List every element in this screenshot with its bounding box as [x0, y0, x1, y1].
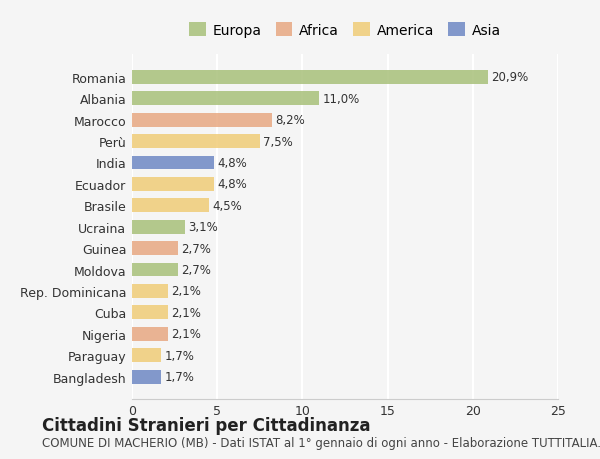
Bar	[132, 135, 260, 149]
Text: Cittadini Stranieri per Cittadinanza: Cittadini Stranieri per Cittadinanza	[42, 416, 371, 434]
Text: 20,9%: 20,9%	[491, 71, 529, 84]
Bar	[132, 348, 161, 362]
Text: 1,7%: 1,7%	[164, 349, 194, 362]
Bar	[132, 241, 178, 256]
Bar	[132, 178, 214, 191]
Text: 8,2%: 8,2%	[275, 114, 305, 127]
Bar	[132, 370, 161, 384]
Text: 2,1%: 2,1%	[171, 285, 201, 298]
Text: 2,1%: 2,1%	[171, 306, 201, 319]
Text: 7,5%: 7,5%	[263, 135, 293, 148]
Text: 2,7%: 2,7%	[181, 263, 211, 276]
Text: 4,5%: 4,5%	[212, 199, 242, 213]
Text: 3,1%: 3,1%	[188, 221, 218, 234]
Bar	[132, 220, 185, 234]
Text: 4,8%: 4,8%	[217, 178, 247, 191]
Text: COMUNE DI MACHERIO (MB) - Dati ISTAT al 1° gennaio di ogni anno - Elaborazione T: COMUNE DI MACHERIO (MB) - Dati ISTAT al …	[42, 436, 600, 449]
Bar	[132, 113, 272, 127]
Text: 1,7%: 1,7%	[164, 370, 194, 383]
Bar	[132, 156, 214, 170]
Text: 2,1%: 2,1%	[171, 328, 201, 341]
Bar	[132, 306, 168, 319]
Bar	[132, 71, 488, 84]
Text: 2,7%: 2,7%	[181, 242, 211, 255]
Bar	[132, 92, 319, 106]
Legend: Europa, Africa, America, Asia: Europa, Africa, America, Asia	[184, 17, 506, 43]
Text: 4,8%: 4,8%	[217, 157, 247, 170]
Text: 11,0%: 11,0%	[323, 93, 360, 106]
Bar	[132, 284, 168, 298]
Bar	[132, 327, 168, 341]
Bar	[132, 263, 178, 277]
Bar	[132, 199, 209, 213]
